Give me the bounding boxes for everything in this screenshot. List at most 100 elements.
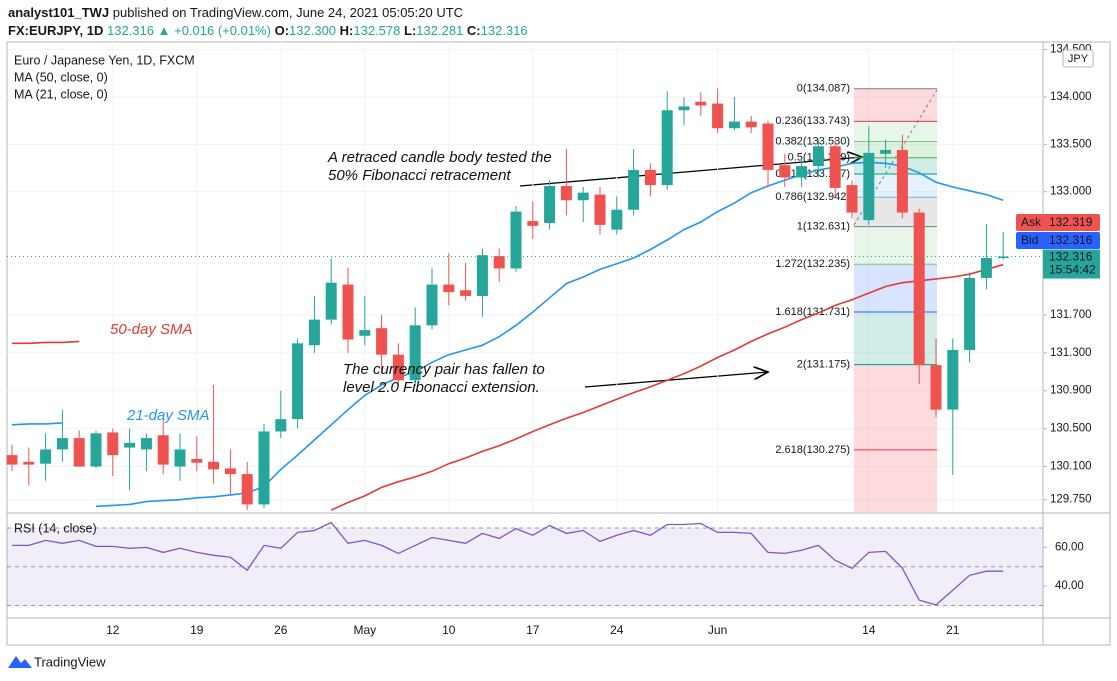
x-tick-label: Jun xyxy=(708,623,727,637)
candle-body xyxy=(241,474,253,505)
fib-band xyxy=(854,157,937,174)
candle-body xyxy=(611,209,623,230)
x-tick-label: 19 xyxy=(190,623,204,637)
candle-body xyxy=(23,461,35,465)
candle-body xyxy=(140,438,152,450)
candle-body xyxy=(728,121,740,129)
candle-body xyxy=(191,458,203,463)
candle-body xyxy=(560,186,572,201)
fib-label: 2.618(130.275) xyxy=(775,444,850,456)
annotation: level 2.0 Fibonacci extension. xyxy=(343,379,540,396)
candle-body xyxy=(308,319,320,346)
candle-body xyxy=(107,432,119,456)
candle-body xyxy=(124,442,136,448)
candle-body xyxy=(661,110,673,186)
candle-body xyxy=(577,192,589,201)
fib-band xyxy=(854,141,937,158)
x-tick-label: 12 xyxy=(106,623,120,637)
fib-band xyxy=(854,173,937,198)
fib-band xyxy=(854,449,937,512)
candle-body xyxy=(644,169,656,186)
arrow xyxy=(519,157,862,187)
candle-body xyxy=(325,282,337,320)
candle-body xyxy=(594,194,606,225)
fib-label: 2(131.175) xyxy=(797,359,850,371)
c-label: C: xyxy=(466,23,481,38)
candle-body xyxy=(392,354,404,381)
symbol: FX:EURJPY, 1D xyxy=(8,23,104,38)
candle-body xyxy=(678,106,690,111)
x-tick-label: 17 xyxy=(526,623,540,637)
moving-average xyxy=(12,263,1004,511)
candle-body xyxy=(762,123,774,170)
x-tick-label: 21 xyxy=(946,623,960,637)
candle-body xyxy=(896,150,908,213)
candle-body xyxy=(40,449,52,464)
l-label: L: xyxy=(404,23,417,38)
candle-body xyxy=(359,330,371,336)
candle-body xyxy=(476,255,488,296)
ask-box xyxy=(1016,214,1100,231)
candle-body xyxy=(829,146,841,188)
y-tick-label: 130.100 xyxy=(1050,461,1092,473)
ask-label: Ask xyxy=(1021,215,1042,229)
bid-box xyxy=(1016,232,1100,249)
fib-label: 0.382(133.530) xyxy=(775,135,850,147)
candle-body xyxy=(980,258,992,278)
legend-entry: MA (21, close, 0) xyxy=(14,87,108,101)
sma50-label: 50-day SMA xyxy=(110,321,193,338)
change: ▲ +0.016 (+0.01%) xyxy=(157,23,271,38)
candle-body xyxy=(426,284,438,326)
candle-body xyxy=(493,256,505,269)
candle-body xyxy=(695,101,707,106)
y-tick-label: 129.750 xyxy=(1050,494,1092,506)
last-price: 132.316 xyxy=(1049,250,1093,264)
candle-body xyxy=(880,150,892,154)
candle-body xyxy=(947,349,959,410)
fib-label: 1(132.631) xyxy=(797,221,850,233)
author: analyst101_TWJ xyxy=(8,5,110,20)
candle-body xyxy=(275,419,287,432)
candle-body xyxy=(73,438,85,467)
candle-body xyxy=(258,431,270,505)
candle-body xyxy=(90,433,102,467)
annotation: 50% Fibonacci retracement xyxy=(328,167,511,184)
candle-body xyxy=(510,211,522,269)
fib-band xyxy=(854,88,937,122)
candle-body xyxy=(863,152,875,221)
candle-body xyxy=(409,325,421,381)
brand: TradingView xyxy=(34,654,106,669)
y-tick-label: 133.500 xyxy=(1050,138,1092,150)
last-price-box xyxy=(1043,249,1100,279)
candle-body xyxy=(964,277,976,350)
h-value: 132.578 xyxy=(353,23,401,38)
sma21-label: 21-day SMA xyxy=(126,407,210,424)
quote-line: FX:EURJPY, 1D 132.316 ▲ +0.016 (+0.01%) … xyxy=(8,22,528,40)
x-tick-label: 14 xyxy=(862,623,876,637)
candle-body xyxy=(6,455,18,465)
candle-body xyxy=(342,284,354,340)
currency: JPY xyxy=(1068,53,1089,65)
fib-label: 0.786(132.942) xyxy=(775,191,850,203)
candle-body xyxy=(443,284,455,293)
header: analyst101_TWJ published on TradingView.… xyxy=(8,4,528,40)
bid-label: Bid xyxy=(1021,233,1038,247)
candle-body xyxy=(745,121,757,128)
fib-label: 1.272(132.235) xyxy=(775,258,850,270)
c-value: 132.316 xyxy=(480,23,528,38)
rsi-band xyxy=(7,527,1043,606)
annotation: The currency pair has fallen to xyxy=(343,361,545,378)
y-tick-label: 133.000 xyxy=(1050,186,1092,198)
candle-body xyxy=(846,185,858,213)
bid-value: 132.316 xyxy=(1049,233,1093,247)
h-label: H: xyxy=(339,23,354,38)
o-value: 132.300 xyxy=(289,23,337,38)
candle-body xyxy=(460,290,472,296)
y-tick-label: 60.00 xyxy=(1055,541,1084,553)
candle-body xyxy=(224,468,236,475)
rsi-line xyxy=(12,521,1004,606)
candle-body xyxy=(812,146,824,167)
candle-body xyxy=(796,166,808,178)
fib-band xyxy=(854,364,937,450)
